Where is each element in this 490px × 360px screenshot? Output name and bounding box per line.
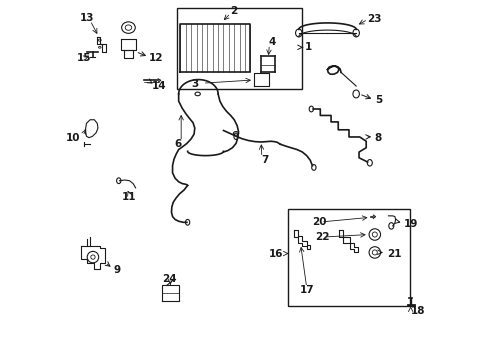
Text: 2: 2 [230, 6, 237, 17]
Text: 1: 1 [305, 42, 313, 52]
Text: 15: 15 [77, 53, 92, 63]
Text: 7: 7 [261, 155, 269, 165]
Text: 11: 11 [122, 192, 137, 202]
Text: 18: 18 [411, 306, 425, 316]
Text: 16: 16 [269, 248, 284, 258]
Text: 5: 5 [375, 95, 382, 105]
Text: 4: 4 [269, 37, 276, 47]
Text: 10: 10 [66, 133, 81, 143]
Text: 21: 21 [387, 248, 401, 258]
Text: 13: 13 [80, 13, 95, 23]
Bar [288, 209, 410, 306]
Text: 8: 8 [375, 133, 382, 143]
Text: 24: 24 [162, 274, 176, 284]
Text: 17: 17 [299, 285, 314, 296]
Text: 19: 19 [403, 219, 418, 229]
Text: 9: 9 [113, 265, 120, 275]
Text: 12: 12 [149, 53, 163, 63]
Text: 3: 3 [191, 79, 198, 89]
Bar [177, 8, 302, 89]
Text: 14: 14 [152, 81, 167, 91]
Text: 6: 6 [174, 139, 181, 149]
Text: 20: 20 [313, 217, 327, 227]
Text: 22: 22 [315, 232, 329, 242]
Text: 23: 23 [367, 14, 381, 24]
